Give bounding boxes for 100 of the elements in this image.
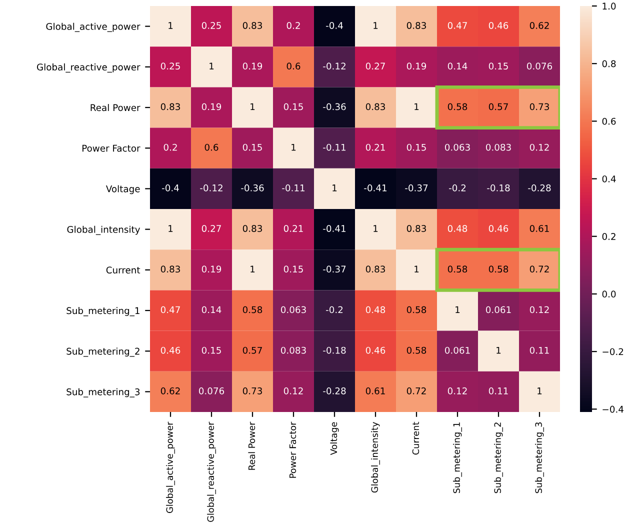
y-tick-label: Sub_metering_2 <box>66 348 140 357</box>
data-label: 0.27 <box>366 62 385 70</box>
data-label: 0.14 <box>448 62 468 70</box>
data-label: -0.28 <box>528 184 551 192</box>
data-label: 0.14 <box>202 306 222 314</box>
y-tick-label: Voltage <box>106 185 140 194</box>
data-label: 0.083 <box>486 144 511 151</box>
data-label: 0.061 <box>444 346 470 354</box>
data-label: -0.11 <box>323 144 346 151</box>
data-label: 0.46 <box>366 346 386 354</box>
data-label: 0.15 <box>488 62 508 70</box>
color-bar-label: 1.0 <box>602 2 616 10</box>
data-label: 0.12 <box>530 306 549 314</box>
x-tick-label: Sub_metering_1 <box>453 422 462 494</box>
data-label: 0.83 <box>242 22 262 29</box>
data-label: 0.15 <box>284 103 303 110</box>
data-label: 0.83 <box>406 225 426 232</box>
data-label: 0.61 <box>366 387 385 394</box>
y-tick-label: Current <box>106 266 140 274</box>
data-label: 0.063 <box>444 144 470 151</box>
data-label: -0.12 <box>200 184 222 192</box>
data-label: 0.73 <box>242 387 262 394</box>
data-label: 0.58 <box>448 103 468 110</box>
color-bar-label: −0.2 <box>602 348 624 356</box>
data-label: 0.6 <box>204 144 218 151</box>
color-bar-label: −0.4 <box>602 406 624 413</box>
data-label: 0.12 <box>530 144 549 151</box>
data-label: 0.12 <box>284 387 303 394</box>
data-label: 1 <box>168 22 173 29</box>
data-label: 1 <box>168 225 173 232</box>
data-label: 0.19 <box>242 62 262 70</box>
y-tick-label: Sub_metering_3 <box>66 388 140 398</box>
x-tick-label: Sub_metering_2 <box>494 422 503 494</box>
data-label: 0.83 <box>366 103 385 110</box>
data-label: 0.27 <box>202 225 221 232</box>
x-tick-label: Global_reactive_power <box>207 422 216 522</box>
data-label: -0.11 <box>282 184 305 192</box>
data-label: -0.36 <box>241 184 264 192</box>
data-label: 0.48 <box>448 225 468 232</box>
data-label: 0.62 <box>530 22 549 29</box>
color-bar-label: 0.4 <box>602 175 616 182</box>
data-label: 0.15 <box>242 144 262 151</box>
data-label: 1 <box>292 144 296 151</box>
data-label: -0.12 <box>323 62 346 70</box>
data-label: 0.48 <box>366 306 386 314</box>
x-tick-label: Global_intensity <box>371 422 380 493</box>
data-label: 0.83 <box>366 266 385 273</box>
data-label: -0.41 <box>364 184 387 192</box>
data-label: 0.083 <box>280 346 306 354</box>
data-label: 0.19 <box>406 62 426 70</box>
data-label: 0.58 <box>406 346 426 354</box>
data-label: -0.37 <box>405 184 428 192</box>
data-label: 0.58 <box>488 266 508 273</box>
data-label: -0.2 <box>326 306 343 314</box>
data-label: -0.4 <box>326 22 343 29</box>
data-label: 1 <box>374 225 378 232</box>
data-label: -0.41 <box>323 225 346 232</box>
data-label: 0.83 <box>160 103 180 110</box>
y-tick-label: Global_reactive_power <box>36 63 140 73</box>
x-tick-label: Current <box>412 422 420 455</box>
data-label: 0.83 <box>160 266 180 273</box>
data-label: 0.57 <box>488 103 508 110</box>
data-label: 1 <box>414 103 419 110</box>
data-label: 1 <box>456 306 460 314</box>
data-label: 0.25 <box>160 62 180 70</box>
data-label: 1 <box>250 266 255 272</box>
data-label: 1 <box>538 388 542 394</box>
data-label: -0.18 <box>487 184 510 192</box>
x-tick-label: Power Factor <box>289 422 296 478</box>
color-bar-label: 0.2 <box>602 233 616 240</box>
data-label: -0.2 <box>449 184 466 192</box>
data-label: 0.83 <box>242 225 262 232</box>
data-label: 1 <box>250 103 255 110</box>
color-bar-label: 0.8 <box>602 60 616 68</box>
y-tick-label: Global_active_power <box>46 22 140 32</box>
data-label: 0.58 <box>406 306 426 314</box>
data-label: 0.47 <box>448 22 467 29</box>
x-tick-label: Sub_metering_3 <box>535 422 544 494</box>
data-label: -0.36 <box>323 103 346 110</box>
data-label: 0.58 <box>448 266 468 273</box>
data-label: 0.21 <box>284 225 303 232</box>
data-label: 0.58 <box>242 306 262 314</box>
data-label: 0.72 <box>406 387 426 394</box>
data-label: 0.2 <box>164 144 177 151</box>
data-label: -0.18 <box>323 346 346 354</box>
data-label: 0.73 <box>530 103 549 110</box>
data-label: 0.061 <box>486 306 511 314</box>
data-label: 0.47 <box>160 306 180 314</box>
data-label: 0.11 <box>530 346 549 354</box>
data-label: 0.46 <box>160 346 180 354</box>
data-label: 1 <box>210 62 214 70</box>
data-label: 0.19 <box>202 103 222 110</box>
x-tick-label: Voltage <box>330 422 339 455</box>
data-label: 1 <box>414 266 419 272</box>
data-label: 0.2 <box>286 22 300 29</box>
data-label: 0.11 <box>488 387 508 394</box>
data-label: 1 <box>332 184 337 192</box>
color-bar-label: 0.0 <box>602 290 616 298</box>
data-label: 0.063 <box>280 306 306 314</box>
data-label: 0.57 <box>242 346 262 354</box>
